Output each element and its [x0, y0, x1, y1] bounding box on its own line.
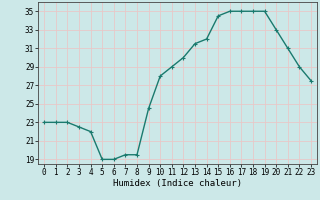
X-axis label: Humidex (Indice chaleur): Humidex (Indice chaleur) [113, 179, 242, 188]
